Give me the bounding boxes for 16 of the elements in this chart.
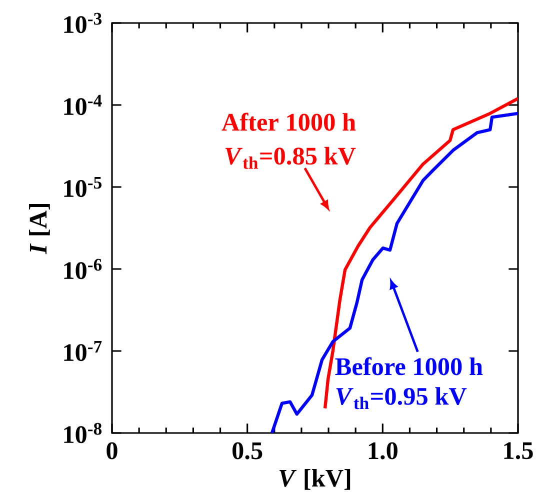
y-tick-label: 10$^{-6}$ [64,258,102,280]
x-tick-label: 0.5 [232,442,262,460]
annotation: Before 1000 h [335,357,483,376]
x-axis-title: V [kV] [280,468,350,490]
y-tick-label: 10$^{-3}$ [64,12,102,34]
y-tick-label: 10$^{-4}$ [64,94,102,116]
y-axis-title: I [A] [29,204,50,254]
y-tick-label: 10$^{-7}$ [64,340,102,362]
y-tick-label: 10$^{-5}$ [64,176,102,198]
annotation: After 1000 h [222,112,356,131]
annotation: V$_{th}$=0.85 kV [225,146,356,169]
x-tick-label: 1.0 [368,442,398,460]
annotation: V$_{th}$=0.95 kV [336,387,467,410]
x-tick-label: 0 [106,442,118,460]
y-tick-label: 10$^{-8}$ [64,422,102,444]
x-tick-label: 1.5 [504,442,533,460]
